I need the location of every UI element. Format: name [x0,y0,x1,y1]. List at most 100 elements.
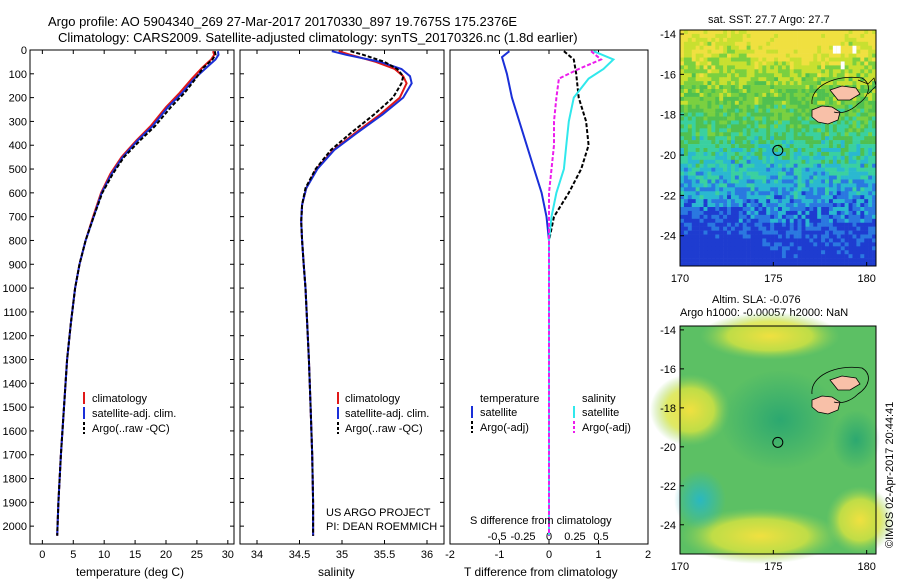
sst-cell [727,175,732,180]
sst-cell [805,199,810,204]
sst-cell [699,151,704,157]
sst-cell [711,207,716,212]
sst-cell [742,195,747,200]
sst-cell [781,226,787,231]
y-tick-label: 700 [9,212,27,224]
sst-cell [825,199,830,204]
sst-cell [825,183,830,188]
sst-cell [813,218,818,224]
sst-cell [805,77,810,82]
sst-cell [856,69,861,74]
sst-cell [860,61,865,66]
sst-cell [813,81,818,86]
sst-cell [789,199,794,204]
sst-cell [852,61,857,66]
sst-cell [707,53,712,58]
sst-cell [832,37,838,43]
sst-cell [691,179,696,184]
sst-cell [699,89,704,94]
sst-cell [727,108,732,113]
sst-cell [758,140,763,145]
sst-cell [832,65,838,70]
sst-cell [805,73,810,78]
sst-cell [832,61,838,66]
sst-cell [864,120,869,125]
sst-cell [789,218,794,224]
sst-cell [813,140,818,145]
sst-cell [840,238,845,243]
sst-cell [738,69,744,74]
sla-field [650,312,894,564]
sst-cell [770,203,775,208]
sst-cell [778,159,783,165]
sst-cell [813,41,818,47]
y-tick-label: 1500 [3,402,27,414]
sst-cell [793,238,798,243]
sst-cell [695,238,700,243]
sst-cell [868,175,873,180]
sst-cell [734,45,740,50]
sst-cell [832,57,838,62]
sst-cell [801,65,806,70]
sst-cell [856,77,861,82]
sst-cell [840,37,845,43]
sst-cell [813,179,818,184]
sst-cell [821,100,826,106]
sst-cell [805,195,810,200]
sst-cell [781,151,787,157]
sst-cell [695,199,700,204]
sst-cell [864,246,869,251]
sst-cell [797,207,802,212]
sst-cell [793,33,798,39]
sst-cell [703,191,708,196]
sst-cell [754,100,759,106]
sst-cell [868,53,873,58]
sst-cell [793,73,798,78]
sst-cell [868,132,873,137]
sst-cell [852,33,857,39]
fiji-island-main [811,105,841,125]
sst-cell [742,191,747,196]
sst-cell [695,167,700,172]
sst-cell [727,41,732,47]
sst-cell [805,163,810,168]
sst-cell [785,187,791,192]
sst-cell [730,53,736,58]
sst-cell [836,159,842,165]
sst-cell [805,175,810,180]
sst-cell [781,207,787,212]
sst-cell [699,187,704,192]
sst-cell [801,210,806,216]
sst-cell [805,159,810,165]
sst-cell [864,159,869,165]
sst-cell [801,73,806,78]
sst-cell [699,210,704,216]
sst-cell [805,37,810,43]
sst-cell [852,53,857,58]
sst-cell [825,258,830,263]
sst-cell [758,69,763,74]
sst-cell [727,57,732,62]
sst-cell [762,246,767,251]
sst-cell [860,238,865,243]
sst-cell [789,116,794,121]
sst-cell [703,250,708,255]
sst-cell [789,132,794,137]
sst-cell [821,246,826,251]
sst-cell [695,140,700,145]
sst-cell [848,33,853,39]
sst-cell [750,254,755,259]
sla-high-west [650,374,730,446]
sst-cell [801,30,806,35]
sst-cell [813,92,818,98]
sst-cell [683,250,689,255]
sst-cell [852,159,857,165]
sst-cell [797,61,802,66]
sst-cell [723,151,728,157]
sst-cell [723,167,728,172]
sst-cell [715,140,720,145]
sst-cell [742,89,747,94]
sst-cell [738,124,744,129]
sst-cell [766,155,771,161]
sst-cell [805,33,810,39]
